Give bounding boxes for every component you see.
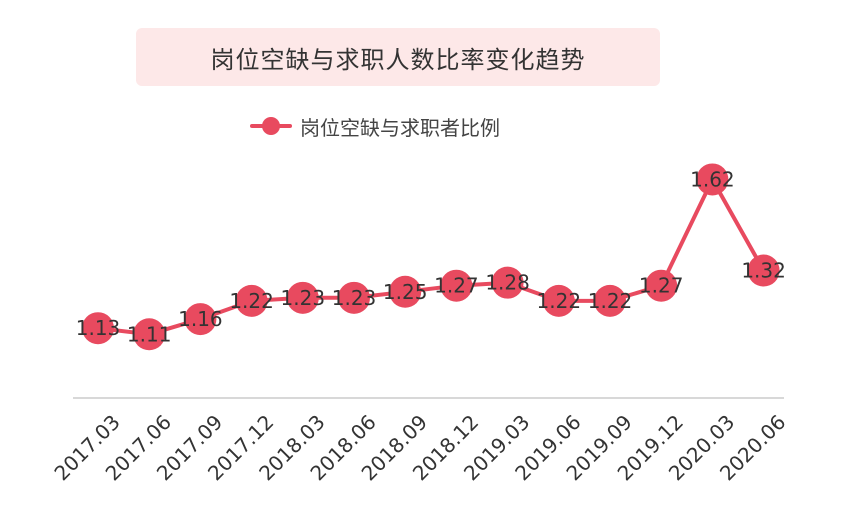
- data-point[interactable]: [389, 275, 422, 308]
- legend-marker-icon: [250, 116, 292, 136]
- data-label: 1.22: [537, 289, 582, 313]
- data-point[interactable]: [82, 312, 114, 345]
- data-label: 1.27: [639, 274, 684, 298]
- data-point[interactable]: [133, 318, 166, 351]
- data-label: 1.62: [690, 167, 735, 191]
- data-point[interactable]: [594, 284, 626, 317]
- legend-series-label: 岗位空缺与求职者比例: [300, 115, 500, 140]
- data-point[interactable]: [440, 269, 473, 302]
- data-point[interactable]: [184, 303, 217, 336]
- data-label: 1.23: [332, 286, 377, 310]
- data-point[interactable]: [645, 269, 678, 302]
- data-label: 1.28: [485, 271, 530, 295]
- data-label: 1.16: [178, 307, 223, 331]
- data-label: 1.23: [281, 286, 326, 310]
- data-point[interactable]: [235, 284, 268, 317]
- x-tick-labels: 2017.032017.062017.092017.122018.032018.…: [49, 410, 790, 485]
- data-label: 1.32: [741, 259, 786, 283]
- data-label: 1.22: [588, 289, 633, 313]
- data-point[interactable]: [338, 281, 370, 314]
- data-point[interactable]: [286, 281, 319, 314]
- chart-title: 岗位空缺与求职人数比率变化趋势: [210, 45, 586, 74]
- data-label: 1.13: [76, 316, 121, 340]
- data-points: [82, 163, 780, 351]
- data-label: 1.25: [383, 280, 428, 304]
- data-labels: 1.13 1.111.161.22 1.23 1.23 1.25 1.27 1.281.22…: [76, 167, 786, 346]
- data-point[interactable]: [542, 284, 575, 317]
- data-label: 1.22: [229, 289, 274, 313]
- data-point[interactable]: [696, 163, 729, 196]
- data-point[interactable]: [491, 266, 524, 299]
- data-label: 1.27: [434, 274, 479, 298]
- chart-title-box: 岗位空缺与求职人数比率变化趋势: [136, 28, 660, 86]
- data-point[interactable]: [747, 254, 780, 287]
- data-label: 1.11: [127, 322, 172, 346]
- legend[interactable]: 岗位空缺与求职者比例: [250, 110, 500, 142]
